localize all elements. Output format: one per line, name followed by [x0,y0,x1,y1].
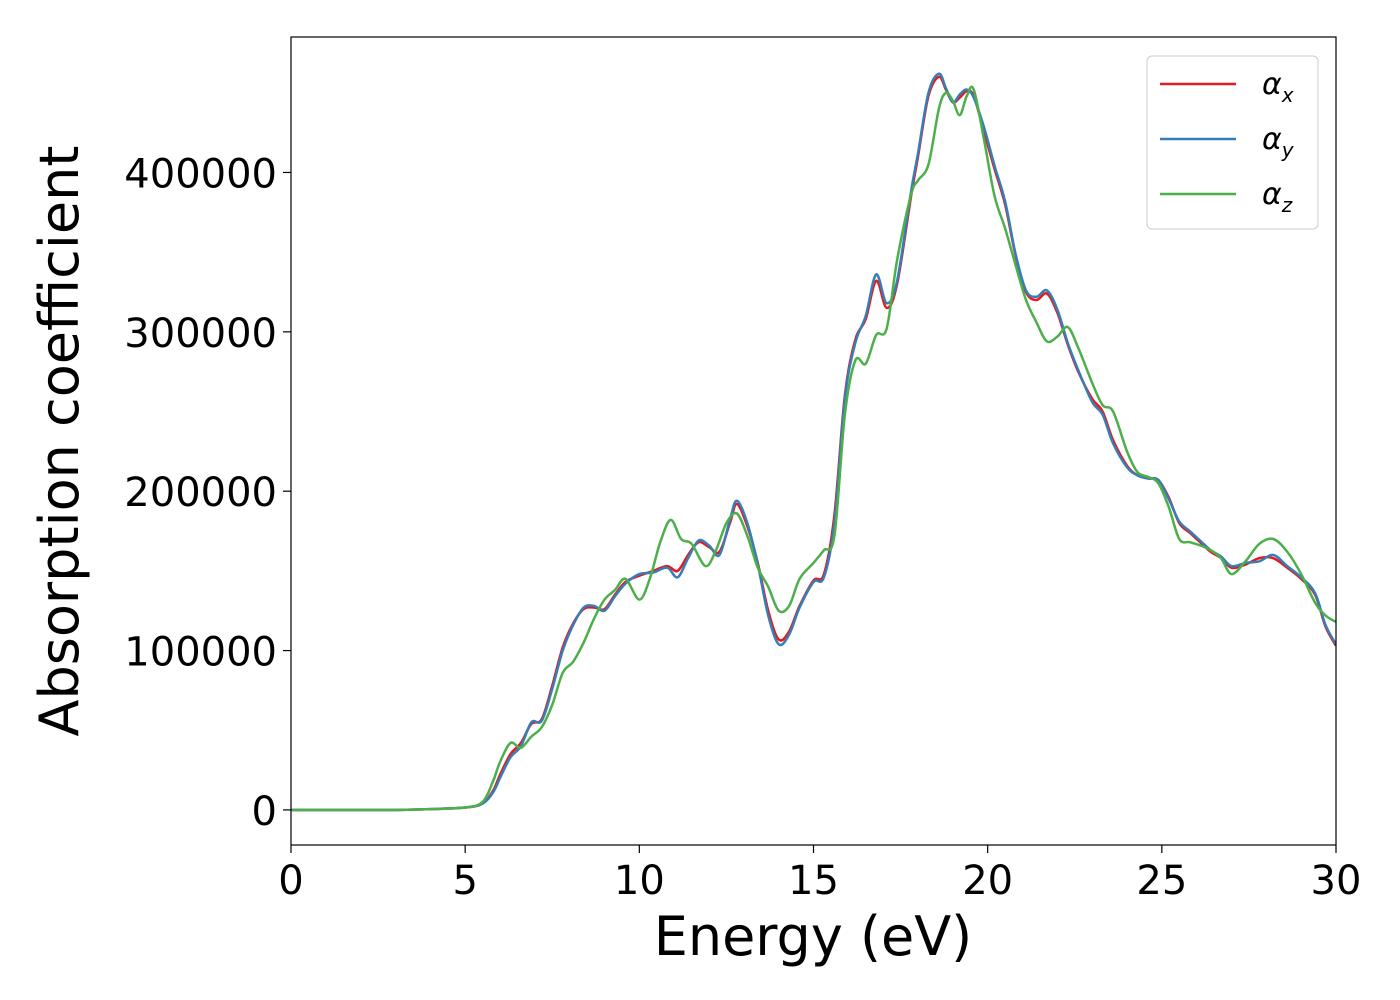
y-tick-label: 0 [252,789,277,835]
x-tick-label: 25 [1136,858,1187,904]
x-tick-label: 30 [1311,858,1362,904]
legend-label-subscript: z [1281,193,1293,217]
y-tick-label: 400000 [124,151,277,197]
x-tick-label: 20 [962,858,1013,904]
x-axis-label: Energy (eV) [654,905,973,968]
legend-label-base: α [1262,67,1282,102]
legend-label-subscript: x [1281,83,1294,107]
x-tick-label: 0 [278,858,303,904]
legend-label-z: αz [1262,177,1293,217]
legend-label-subscript: y [1281,138,1295,162]
y-tick-label: 200000 [124,470,277,516]
y-axis-ticks: 0 100000 200000 300000 400000 [124,151,291,835]
series-line-z [291,85,1336,812]
x-axis-ticks: 0 5 10 15 20 25 30 [278,845,1361,904]
legend-label-y: αy [1262,122,1295,162]
series-line-y [291,72,1336,812]
y-tick-label: 300000 [124,311,277,357]
legend-label-base: α [1262,177,1282,212]
x-tick-label: 5 [452,858,477,904]
legend-box [1146,55,1319,230]
legend-label-base: α [1262,122,1282,157]
y-tick-label: 100000 [124,630,277,676]
x-tick-label: 15 [788,858,839,904]
y-axis-label: Absorption coefficient [28,146,91,737]
legend-label-x: αx [1262,67,1294,107]
x-tick-label: 10 [614,858,665,904]
series-lines [291,72,1336,812]
